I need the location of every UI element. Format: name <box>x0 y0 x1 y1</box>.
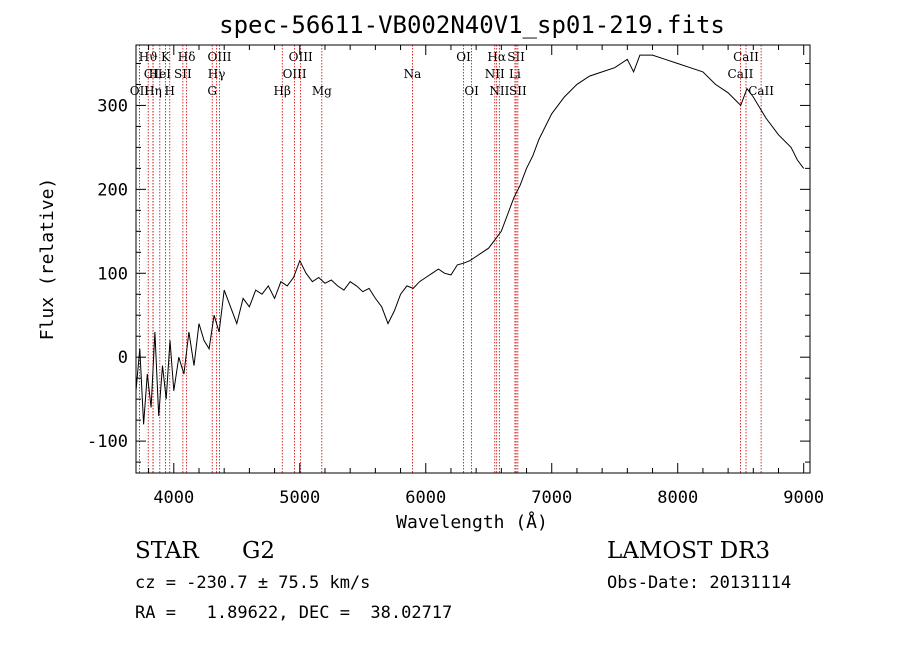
x-tick-label: 6000 <box>405 488 446 508</box>
line-marker-label: SII <box>509 84 527 98</box>
line-marker-label: OIII <box>289 50 313 64</box>
y-axis: -100 0 100 200 300 <box>87 62 810 463</box>
line-marker-label: SII <box>507 50 525 64</box>
x-tick-label: 5000 <box>279 488 320 508</box>
y-tick-label: 100 <box>97 264 128 284</box>
spectrum-series <box>135 54 805 425</box>
line-marker-label: CaII <box>748 84 774 98</box>
x-tick-label: 7000 <box>531 488 572 508</box>
y-tick-label: -100 <box>87 432 128 452</box>
line-marker-label: Li <box>509 67 521 81</box>
line-marker-label: Na <box>404 67 422 81</box>
spectrum-line <box>135 54 805 425</box>
line-marker-label: SII <box>174 67 192 81</box>
chart-title: spec-56611-VB002N40V1_sp01-219.fits <box>219 11 725 39</box>
line-marker-label: K <box>161 50 171 64</box>
line-marker-label: OI <box>464 84 479 98</box>
x-tick-label: 4000 <box>153 488 194 508</box>
line-marker-label: Hϑ <box>139 50 158 64</box>
x-tick-label: 8000 <box>657 488 698 508</box>
line-marker-label: Hβ <box>274 84 291 98</box>
line-marker-label: OII <box>130 84 150 98</box>
line-marker-label: G <box>207 84 217 98</box>
line-marker-label: NII <box>485 67 505 81</box>
line-marker-label: OIII <box>283 67 307 81</box>
subclass-label: G2 <box>242 538 276 564</box>
spectrum-chart: spec-56611-VB002N40V1_sp01-219.fits Hϑ CI… <box>37 11 824 533</box>
cz-readout: cz = -230.7 ± 75.5 km/s <box>135 573 371 593</box>
line-marker-label: Hγ <box>208 67 226 81</box>
line-marker-label: Mg <box>312 84 332 98</box>
line-marker-label: CaII <box>733 50 759 64</box>
line-marker-label: CaII <box>728 67 754 81</box>
y-tick-label: 300 <box>97 96 128 116</box>
x-axis: 4000 5000 6000 7000 8000 9000 <box>148 45 824 508</box>
x-tick-label: 9000 <box>783 488 824 508</box>
obs-date: Obs-Date: 20131114 <box>607 573 792 593</box>
line-marker-label: OIII <box>207 50 231 64</box>
y-axis-title: Flux (relative) <box>37 178 58 341</box>
line-marker-label: Hη <box>144 84 162 98</box>
radec-readout: RA = 1.89622, DEC = 38.02717 <box>135 603 453 623</box>
line-marker-label: Hδ <box>178 50 196 64</box>
line-marker-label: HeI <box>149 67 172 81</box>
survey-label: LAMOST DR3 <box>607 538 771 564</box>
class-label: STAR <box>135 538 199 564</box>
x-axis-title: Wavelength (Å) <box>396 511 548 533</box>
line-marker-label: OI <box>456 50 471 64</box>
line-marker-label: NII <box>489 84 509 98</box>
y-tick-label: 200 <box>97 180 128 200</box>
plot-frame <box>135 44 811 474</box>
y-tick-label: 0 <box>118 348 128 368</box>
line-marker-label: Hα <box>487 50 506 64</box>
line-marker-label: CII <box>144 67 163 81</box>
line-markers: Hϑ CII OII K HeI Hη Hδ SII H OIII Hγ G OIII OIII Hβ Mg N… <box>130 45 774 473</box>
line-marker-label: H <box>165 84 175 98</box>
